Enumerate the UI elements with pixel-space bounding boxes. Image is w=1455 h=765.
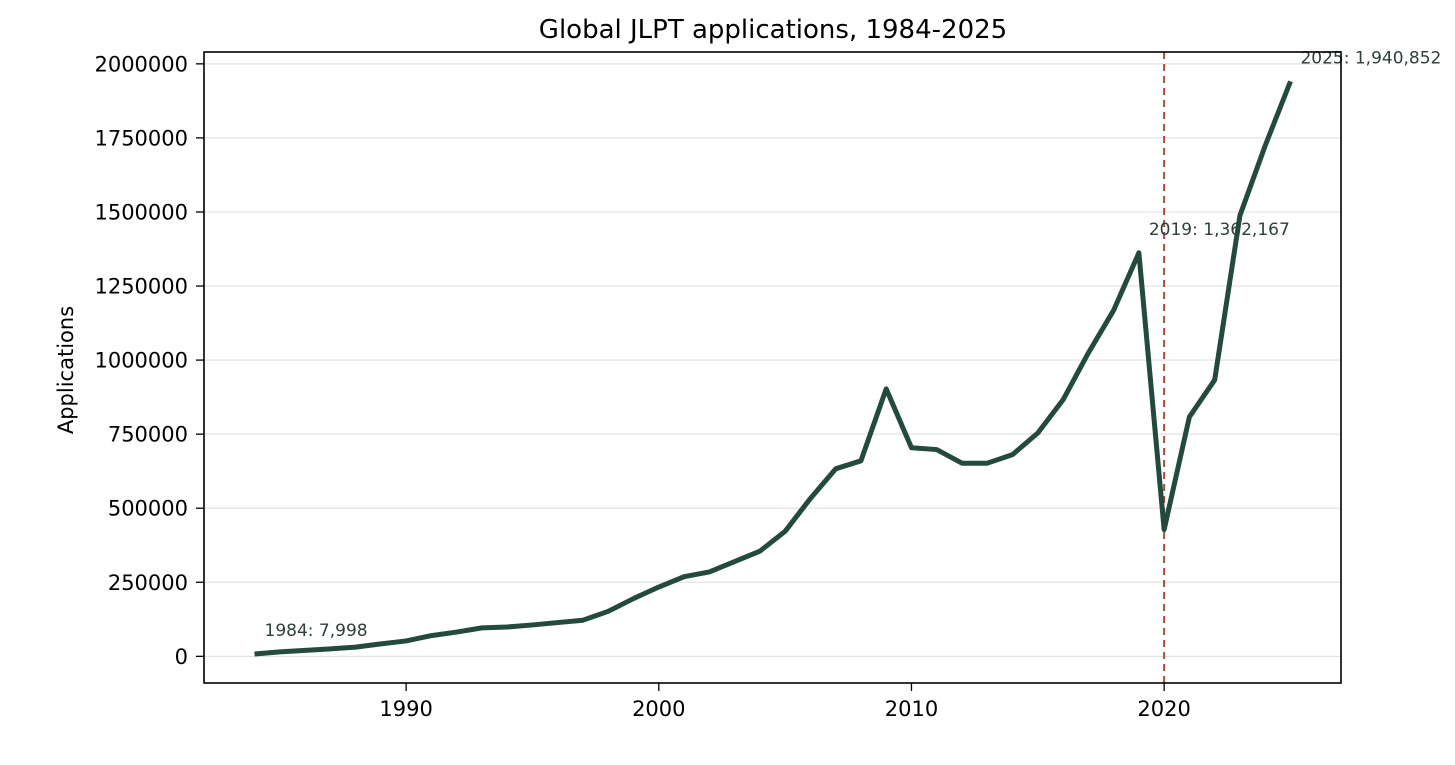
y-tick-label: 2000000: [94, 52, 188, 76]
y-tick-label: 250000: [108, 571, 188, 595]
x-axis: 1990 2000 2010 2020: [379, 683, 1191, 721]
y-tick-label: 1500000: [94, 200, 188, 224]
series-line: [254, 80, 1293, 657]
data-annotation: 2019: 1,362,167: [1149, 220, 1290, 240]
y-tick-label: 1250000: [94, 275, 188, 299]
x-tick-label: 2000: [632, 697, 685, 721]
y-tick-label: 500000: [108, 497, 188, 521]
y-tick-label: 1000000: [94, 349, 188, 373]
x-tick-label: 2010: [885, 697, 938, 721]
x-tick-label: 1990: [379, 697, 432, 721]
plot-frame: [203, 51, 1342, 684]
annotation-layer: 1984: 7,998 2019: 1,362,167 2025: 1,940,85…: [265, 48, 1442, 641]
series-layer: [254, 80, 1293, 657]
y-tick-label: 750000: [108, 423, 188, 447]
y-tick-label: 1750000: [94, 126, 188, 150]
chart-title: Global JLPT applications, 1984-2025: [539, 15, 1007, 45]
grid-lines: [204, 63, 1341, 657]
y-tick-label: 0: [175, 645, 188, 669]
data-annotation: 2025: 1,940,852: [1300, 48, 1441, 68]
y-axis: 0 250000 500000 750000 1000000 1250000 1500000…: [94, 52, 204, 669]
x-tick-label: 2020: [1137, 697, 1190, 721]
y-axis-label: Applications: [54, 306, 78, 434]
data-annotation: 1984: 7,998: [265, 621, 368, 641]
